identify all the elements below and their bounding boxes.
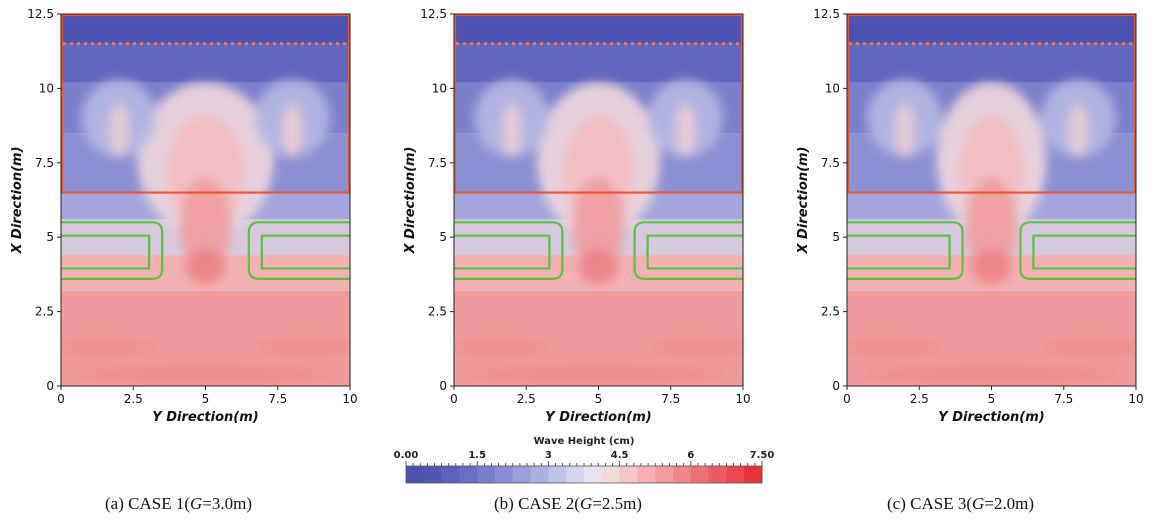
caption-case1-var: G — [189, 494, 203, 513]
y-tick-label: 12.5 — [420, 7, 447, 21]
colorbar-segment — [512, 466, 532, 483]
caption-case2-suffix: =2.5m) — [592, 494, 642, 513]
colorbar-segment — [548, 466, 567, 483]
y-axis-label: X Direction(m) — [796, 146, 811, 254]
panel-case3: 0 2.5 5 7.5 10 0 2.5 5 7.5 10 12.5 Y Direction(m) X … — [796, 7, 1144, 425]
caption-case1-suffix: =3.0m) — [202, 494, 252, 513]
colorbar-segment — [495, 466, 514, 483]
colorbar-segment — [566, 466, 585, 483]
x-tick-label: 5 — [202, 392, 210, 406]
y-tick-label: 10 — [432, 81, 447, 95]
y-axis-label: X Direction(m) — [10, 146, 25, 254]
x-tick-label: 0 — [450, 392, 458, 406]
caption-case3: (c) CASE 3(G=2.0m) — [887, 494, 1034, 514]
panel-case2: 0 2.5 5 7.5 10 0 2.5 5 7.5 10 12.5 Y Direction(m) X … — [403, 7, 751, 425]
x-tick-label: 2.5 — [517, 392, 536, 406]
x-tick-label: 5 — [988, 392, 996, 406]
colorbar-segment — [584, 466, 603, 483]
y-tick-label: 2.5 — [35, 305, 54, 319]
panel-case1: 0 2.5 5 7.5 10 0 2.5 5 7.5 10 12.5 Y Direction(m) X … — [10, 7, 358, 425]
caption-case2-var: G — [579, 494, 593, 513]
y-tick-label: 12.5 — [27, 7, 54, 21]
y-tick-label: 7.5 — [35, 156, 54, 170]
y-axis-label: X Direction(m) — [403, 146, 418, 254]
colorbar-label: 1.5 — [468, 450, 486, 461]
colorbar-segment — [744, 466, 763, 483]
x-tick-label: 10 — [1128, 392, 1143, 406]
structure-outline-case1 — [60, 13, 351, 194]
y-tick-label: 0 — [46, 379, 54, 393]
colorbar-segment — [708, 466, 727, 483]
caption-case3-var: G — [971, 494, 985, 513]
y-tick-label: 2.5 — [821, 305, 840, 319]
breakwater-outlines-case2 — [454, 221, 743, 280]
colorbar-segment — [726, 466, 745, 483]
colorbar-segment — [406, 466, 425, 483]
colorbar-segment — [690, 466, 710, 483]
colorbar-label: 7.50 — [750, 450, 775, 461]
breakwater-outlines-case3 — [847, 221, 1136, 280]
colorbar-segment — [441, 466, 460, 483]
caption-case1-prefix: (a) CASE 1( — [105, 494, 190, 513]
colorbar-segment — [655, 466, 674, 483]
x-tick-label: 10 — [735, 392, 750, 406]
caption-case2-prefix: (b) CASE 2( — [494, 494, 580, 513]
x-axis-label: Y Direction(m) — [152, 410, 258, 425]
x-tick-label: 7.5 — [268, 392, 287, 406]
y-tick-label: 10 — [39, 81, 54, 95]
y-tick-label: 7.5 — [428, 156, 447, 170]
colorbar-title: Wave Height (cm) — [534, 436, 635, 447]
caption-case1: (a) CASE 1(G=3.0m) — [105, 494, 252, 514]
colorbar-segment — [619, 466, 638, 483]
caption-case2: (b) CASE 2(G=2.5m) — [494, 494, 642, 514]
x-axis-label: Y Direction(m) — [545, 410, 651, 425]
x-tick-label: 10 — [342, 392, 357, 406]
y-tick-label: 2.5 — [428, 305, 447, 319]
x-tick-label: 7.5 — [1054, 392, 1073, 406]
y-tick-label: 12.5 — [813, 7, 840, 21]
y-tick-label: 5 — [439, 230, 447, 244]
y-tick-label: 10 — [825, 81, 840, 95]
wave-field-case2 — [454, 14, 743, 386]
y-tick-label: 0 — [439, 379, 447, 393]
y-tick-label: 0 — [832, 379, 840, 393]
structure-outline-case3 — [846, 13, 1137, 194]
y-tick-label: 7.5 — [821, 156, 840, 170]
caption-case3-suffix: =2.0m) — [984, 494, 1034, 513]
colorbar-label: 6 — [687, 450, 694, 461]
colorbar-label: 0.00 — [394, 450, 419, 461]
caption-case3-prefix: (c) CASE 3( — [887, 494, 972, 513]
colorbar-label: 4.5 — [611, 450, 629, 461]
colorbar-segment — [477, 466, 496, 483]
colorbar-segment — [637, 466, 656, 483]
x-tick-label: 0 — [57, 392, 65, 406]
y-tick-label: 5 — [46, 230, 54, 244]
structure-outline-case2 — [453, 13, 744, 194]
x-tick-label: 7.5 — [661, 392, 680, 406]
wave-field-case3 — [847, 14, 1136, 386]
x-tick-label: 5 — [595, 392, 603, 406]
colorbar-segment — [459, 466, 478, 483]
x-axis-label: Y Direction(m) — [938, 410, 1044, 425]
colorbar-segment — [673, 466, 692, 483]
colorbar-label: 3 — [545, 450, 552, 461]
colorbar-segment — [530, 466, 549, 483]
colorbar-segment — [601, 466, 621, 483]
wave-field-case1 — [61, 14, 350, 386]
breakwater-outlines-case1 — [61, 221, 350, 280]
y-tick-label: 5 — [832, 230, 840, 244]
x-tick-label: 2.5 — [124, 392, 143, 406]
x-tick-label: 2.5 — [910, 392, 929, 406]
x-tick-label: 0 — [843, 392, 851, 406]
colorbar: Wave Height (cm) 0.00 1.5 3 4.5 6 7.50 — [394, 436, 775, 484]
colorbar-segment — [423, 466, 443, 483]
